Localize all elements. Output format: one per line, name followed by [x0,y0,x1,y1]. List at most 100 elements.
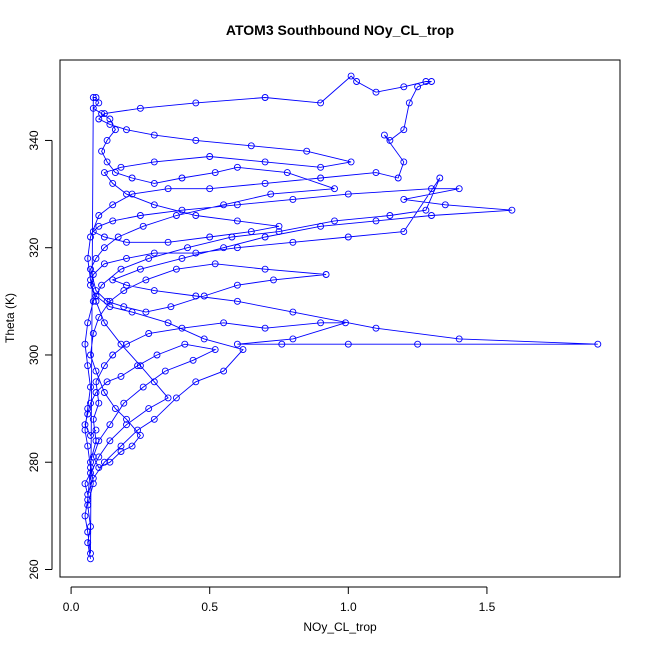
data-point [106,115,114,123]
data-point [400,228,408,236]
data-point [87,555,94,563]
data-point [84,501,92,509]
data-point [220,319,228,327]
data-point [317,163,325,171]
data-point [136,104,144,112]
data-point [594,340,602,348]
data-point [150,201,158,209]
data-point [111,169,119,177]
data-point [233,297,241,305]
data-point [81,480,89,488]
data-point [106,297,114,305]
data-point [100,233,108,241]
data-point [372,88,380,96]
data-point [372,169,380,177]
data-point [344,190,352,198]
data-point [100,389,108,396]
data-point [136,265,144,273]
data-point [87,233,94,241]
data-point [103,158,111,166]
data-point [317,319,325,327]
plot-area [81,72,602,563]
data-point [322,271,330,278]
data-point [117,163,125,171]
data-point [106,421,114,429]
chart-title: ATOM3 Southbound NOy_CL_trop [226,22,454,38]
data-point [139,222,147,230]
data-point [353,78,361,85]
data-point [181,340,189,348]
data-point [344,233,352,241]
data-point [123,238,130,246]
data-point [267,190,275,198]
data-point [92,426,100,434]
data-point [87,523,94,531]
data-point [84,528,92,536]
data-point [441,201,449,209]
data-point [139,383,147,391]
data-point [134,362,142,370]
data-point [283,169,291,177]
data-point [508,206,516,214]
data-point [347,72,355,80]
data-point [150,378,158,386]
data-point [192,136,200,144]
data-point [89,297,97,305]
data-point [261,265,269,273]
data-point [261,158,269,166]
data-point [211,346,219,354]
data-point [344,340,352,348]
data-point [123,421,130,429]
data-point [142,276,150,284]
data-point [261,94,269,101]
data-point [192,378,200,386]
data-point [317,222,325,230]
data-point [98,281,106,289]
data-point [161,367,169,375]
data-point [128,442,136,450]
data-point [92,297,100,305]
data-point [289,195,297,203]
data-point [192,99,200,107]
data-point [103,297,111,305]
data-point [372,217,380,225]
data-point [220,244,228,252]
data-point [455,335,463,343]
data-point [103,378,111,386]
data-point [172,394,180,402]
data-point [150,131,158,139]
data-point [123,254,130,262]
data-point [106,120,114,128]
data-point [84,490,92,498]
data-point [233,217,241,225]
data-point [136,212,144,219]
data-point [84,410,92,418]
data-point [178,324,186,332]
data-point [109,217,117,225]
data-point [117,372,125,380]
data-point [233,340,241,348]
data-point [400,83,408,91]
data-point [100,260,108,268]
data-point [95,437,103,445]
y-tick-label: 280 [27,452,41,472]
data-point [428,78,435,85]
data-point [400,158,408,166]
x-tick-label: 0.0 [63,600,80,614]
data-point [109,276,117,284]
y-tick-label: 260 [27,559,41,579]
data-point [150,249,158,257]
data-point [372,324,380,332]
data-point [422,206,430,214]
data-point [261,324,269,332]
plot-frame [59,59,621,578]
data-point [106,437,114,445]
data-point [400,195,408,203]
data-point [89,474,97,482]
data-point [261,233,269,241]
data-point [206,153,214,160]
data-point [87,399,94,407]
data-point [164,238,172,246]
data-point [455,185,463,193]
data-point [233,281,241,289]
